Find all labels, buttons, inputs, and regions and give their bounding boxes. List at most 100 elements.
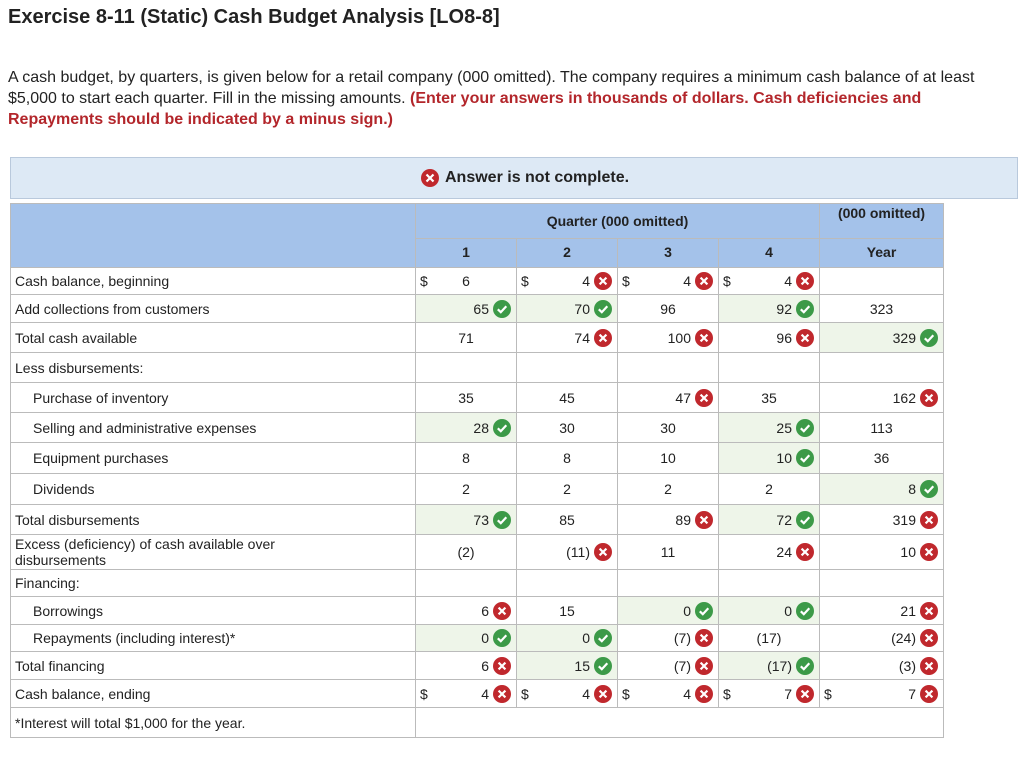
value-cell: 96: [719, 323, 820, 353]
value-cell: 71: [416, 323, 517, 353]
cell-value: 36: [873, 450, 890, 466]
value-cell: 162: [820, 383, 944, 413]
value-cell: 35: [719, 383, 820, 413]
correct-icon: [493, 418, 511, 437]
cell-value: 28: [473, 419, 489, 436]
banner-content: Answer is not complete.: [421, 169, 629, 187]
value-cell: 10: [618, 443, 719, 474]
value-cell: 30: [618, 413, 719, 443]
value-cell: $7: [820, 680, 944, 708]
value-cell: 6: [416, 597, 517, 625]
cell-value: (7): [673, 657, 691, 674]
row-label: Cash balance, ending: [10, 680, 416, 708]
cell-value: 0: [683, 602, 691, 619]
cell-value: 65: [473, 300, 489, 317]
value-cell: (7): [618, 652, 719, 680]
incorrect-icon: [695, 684, 713, 703]
cell-value: 2: [664, 481, 672, 497]
cell-value: (7): [673, 630, 691, 646]
cell-value: 0: [481, 630, 489, 646]
footnote-blank: [416, 708, 944, 738]
cell-value: 35: [761, 389, 777, 406]
value-cell: 24: [719, 535, 820, 570]
cell-value: 2: [563, 481, 571, 497]
cell-value: 74: [574, 329, 590, 346]
value-cell: 45: [517, 383, 618, 413]
cell-value: 21: [900, 602, 916, 619]
value-cell: (17): [719, 625, 820, 652]
cell-value: (2): [457, 544, 475, 560]
value-cell: 2: [416, 474, 517, 505]
cell-value: 15: [559, 602, 575, 619]
quarter-group-header: Quarter (000 omitted): [416, 203, 820, 239]
incorrect-icon: [695, 328, 713, 347]
value-cell: 25: [719, 413, 820, 443]
cell-value: 323: [869, 300, 894, 317]
cell-value: 6: [481, 602, 489, 619]
correct-icon: [493, 629, 511, 647]
value-cell: $4: [517, 268, 618, 295]
value-cell: 6: [416, 652, 517, 680]
cell-value: 6: [462, 273, 470, 289]
cell-value: 113: [870, 419, 893, 436]
cell-value: 8: [908, 481, 916, 497]
banner-text: Answer is not complete.: [445, 169, 630, 186]
dollar-sign: $: [521, 685, 529, 702]
value-cell: 35: [416, 383, 517, 413]
row-label: Less disbursements:: [10, 353, 416, 383]
row-label: Repayments (including interest)*: [10, 625, 416, 652]
correct-icon: [493, 510, 511, 529]
cell-value: 4: [481, 685, 489, 702]
cell-value: 96: [660, 300, 676, 317]
value-cell: 0: [618, 597, 719, 625]
value-cell: 2: [719, 474, 820, 505]
dollar-sign: $: [824, 685, 832, 702]
value-cell: 113: [820, 413, 944, 443]
cell-value: (17): [767, 657, 792, 674]
column-header: 1: [416, 239, 517, 268]
correct-icon: [920, 328, 938, 347]
correct-icon: [594, 656, 612, 675]
value-cell: (3): [820, 652, 944, 680]
cell-value: 45: [559, 389, 575, 406]
value-cell: 92: [719, 295, 820, 323]
row-label: Excess (deficiency) of cash available ov…: [10, 535, 416, 570]
error-icon: [421, 169, 439, 187]
incorrect-icon: [695, 656, 713, 675]
cell-value: 162: [892, 389, 916, 406]
row-label: Purchase of inventory: [10, 383, 416, 413]
value-cell: 11: [618, 535, 719, 570]
instructions-requirement: (Enter your answers in thousands of doll…: [8, 90, 922, 128]
cell-value: 85: [559, 511, 575, 528]
column-header: 2: [517, 239, 618, 268]
incorrect-icon: [695, 388, 713, 407]
value-cell: [618, 353, 719, 383]
value-cell: 100: [618, 323, 719, 353]
value-cell: 89: [618, 505, 719, 535]
value-cell: 21: [820, 597, 944, 625]
value-cell: $4: [719, 268, 820, 295]
cell-value: 70: [574, 300, 590, 317]
correct-icon: [594, 299, 612, 318]
cell-value: 4: [582, 273, 590, 289]
cell-value: 10: [776, 450, 792, 466]
cell-value: 24: [776, 544, 792, 560]
value-cell: 30: [517, 413, 618, 443]
row-label: Total disbursements: [10, 505, 416, 535]
value-cell: 15: [517, 652, 618, 680]
row-label: Add collections from customers: [10, 295, 416, 323]
cell-value: 7: [784, 685, 792, 702]
cell-value: 8: [462, 450, 470, 466]
value-cell: $7: [719, 680, 820, 708]
cell-value: 7: [908, 685, 916, 702]
value-cell: 0: [416, 625, 517, 652]
dollar-sign: $: [723, 273, 731, 289]
correct-icon: [796, 418, 814, 437]
value-cell: (24): [820, 625, 944, 652]
value-cell: 70: [517, 295, 618, 323]
correct-icon: [920, 480, 938, 498]
value-cell: 72: [719, 505, 820, 535]
incorrect-icon: [920, 601, 938, 620]
incorrect-icon: [920, 684, 938, 703]
row-label: Total financing: [10, 652, 416, 680]
